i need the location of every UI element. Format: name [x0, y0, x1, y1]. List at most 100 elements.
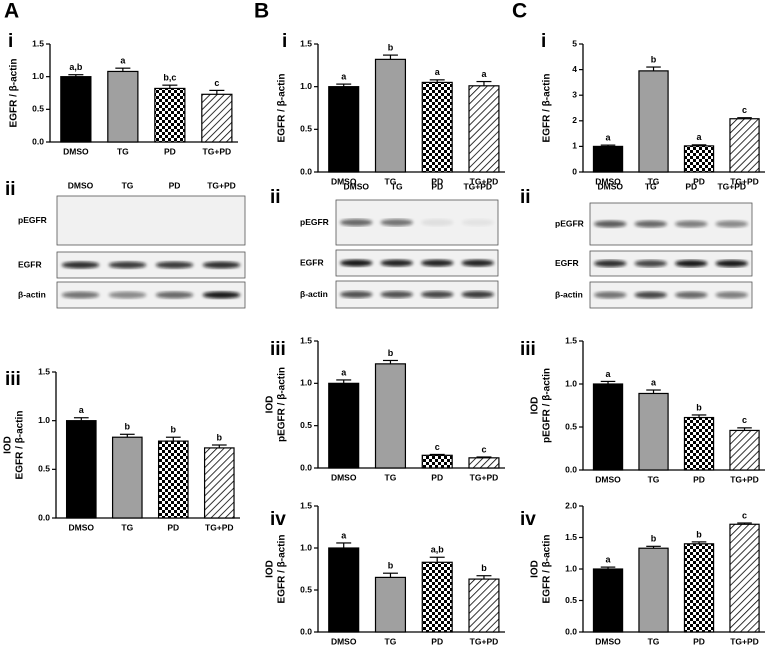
x-tick-label: TG+PD	[205, 522, 234, 532]
row-label: pEGFR	[555, 218, 584, 228]
y-tick-label: 1.5	[38, 366, 50, 376]
significance-letter: a	[697, 132, 703, 142]
y-tick-label: 1.0	[300, 378, 312, 388]
bar	[421, 454, 453, 469]
lane-label: PD	[685, 181, 697, 191]
blot-band	[202, 261, 241, 269]
blot-band	[461, 291, 494, 298]
y-tick-label: 4	[572, 64, 577, 74]
blot-band	[715, 291, 748, 299]
lane-label: TG	[645, 181, 657, 191]
lane-label: TG+PD	[717, 181, 746, 191]
significance-letter: b	[651, 534, 657, 544]
panel-sub-label: iii	[5, 369, 21, 390]
blot-band	[155, 291, 194, 299]
significance-letter: b,c	[163, 73, 176, 83]
y-axis-label: pEGFR / β-actin	[542, 368, 553, 443]
x-tick-label: TG	[385, 472, 397, 482]
blot-band	[155, 261, 194, 269]
y-axis-label: IOD	[530, 397, 541, 415]
y-tick-label: 2	[572, 115, 577, 125]
y-tick-label: 1.5	[300, 500, 312, 510]
significance-letter: c	[742, 415, 747, 425]
y-tick-label: 1.5	[565, 335, 577, 345]
lane-label: DMSO	[68, 180, 94, 190]
y-tick-label: 1.0	[300, 81, 312, 91]
bar	[729, 523, 760, 633]
significance-letter: c	[435, 442, 440, 452]
y-tick-label: 3	[572, 89, 577, 99]
panel-sub-label: ii	[520, 187, 531, 208]
x-tick-label: PD	[164, 146, 176, 156]
y-axis-label: EGFR / β-actin	[542, 535, 553, 604]
blot-band	[634, 260, 667, 267]
y-axis-label: EGFR / β-actin	[277, 535, 288, 604]
y-axis-label: pEGFR / β-actin	[277, 367, 288, 442]
lane-label: TG	[122, 180, 134, 190]
x-tick-label: TG+PD	[730, 636, 759, 646]
y-axis-label: IOD	[265, 560, 276, 578]
blot-band	[675, 260, 708, 267]
x-tick-label: TG+PD	[470, 472, 499, 482]
x-tick-label: TG+PD	[730, 474, 759, 484]
x-tick-label: PD	[431, 472, 443, 482]
x-tick-label: TG+PD	[470, 176, 499, 186]
panel-sub-label: i	[8, 31, 13, 52]
y-tick-label: 0.0	[300, 166, 312, 176]
bar	[638, 547, 669, 633]
bar	[111, 436, 143, 519]
y-tick-label: 0	[572, 166, 577, 176]
y-tick-label: 1.0	[565, 563, 577, 573]
y-tick-label: 5	[572, 38, 577, 48]
bar	[421, 81, 453, 173]
significance-letter: b	[481, 563, 487, 573]
significance-letter: a,b	[69, 62, 83, 72]
significance-letter: b	[388, 348, 394, 358]
x-tick-label: DMSO	[595, 636, 621, 646]
y-tick-label: 2.0	[565, 500, 577, 510]
y-tick-label: 1.0	[300, 542, 312, 552]
y-tick-label: 0.5	[565, 421, 577, 431]
blot-band	[340, 219, 373, 226]
panel-sub-label: iv	[270, 509, 286, 530]
y-tick-label: 0.0	[565, 464, 577, 474]
significance-letter: a	[435, 67, 441, 77]
significance-letter: c	[214, 78, 219, 88]
y-tick-label: 0.0	[300, 626, 312, 636]
x-tick-label: PD	[693, 636, 705, 646]
y-tick-label: 1.5	[300, 335, 312, 345]
row-label: EGFR	[555, 258, 579, 268]
x-tick-label: TG	[117, 146, 129, 156]
blot-band	[715, 260, 748, 267]
y-axis-label: IOD	[3, 436, 14, 454]
lane-label: DMSO	[344, 181, 370, 191]
panel-label: B	[254, 0, 269, 23]
x-tick-label: TG	[648, 176, 660, 186]
x-tick-label: DMSO	[331, 176, 357, 186]
bar	[592, 568, 624, 633]
significance-letter: a	[341, 530, 347, 540]
x-tick-label: DMSO	[331, 636, 357, 646]
significance-letter: b	[217, 432, 223, 442]
y-axis-label: EGFR / β-actin	[15, 411, 26, 480]
significance-letter: a	[341, 71, 347, 81]
y-tick-label: 0.5	[565, 595, 577, 605]
bar	[374, 58, 407, 173]
blot-band	[675, 291, 708, 299]
x-tick-label: DMSO	[595, 176, 621, 186]
x-tick-label: TG+PD	[730, 176, 759, 186]
y-axis-label: EGFR / β-actin	[277, 74, 288, 143]
row-label: pEGFR	[18, 215, 47, 225]
bar	[592, 383, 624, 471]
y-tick-label: 1.5	[32, 38, 44, 48]
x-tick-label: TG+PD	[203, 146, 232, 156]
significance-letter: c	[481, 444, 486, 454]
significance-letter: a	[79, 405, 85, 415]
bar	[374, 576, 407, 633]
significance-letter: a	[606, 369, 612, 379]
significance-letter: b	[388, 42, 394, 52]
x-tick-label: TG	[385, 636, 397, 646]
x-tick-label: DMSO	[69, 522, 95, 532]
blot-band	[421, 259, 454, 267]
